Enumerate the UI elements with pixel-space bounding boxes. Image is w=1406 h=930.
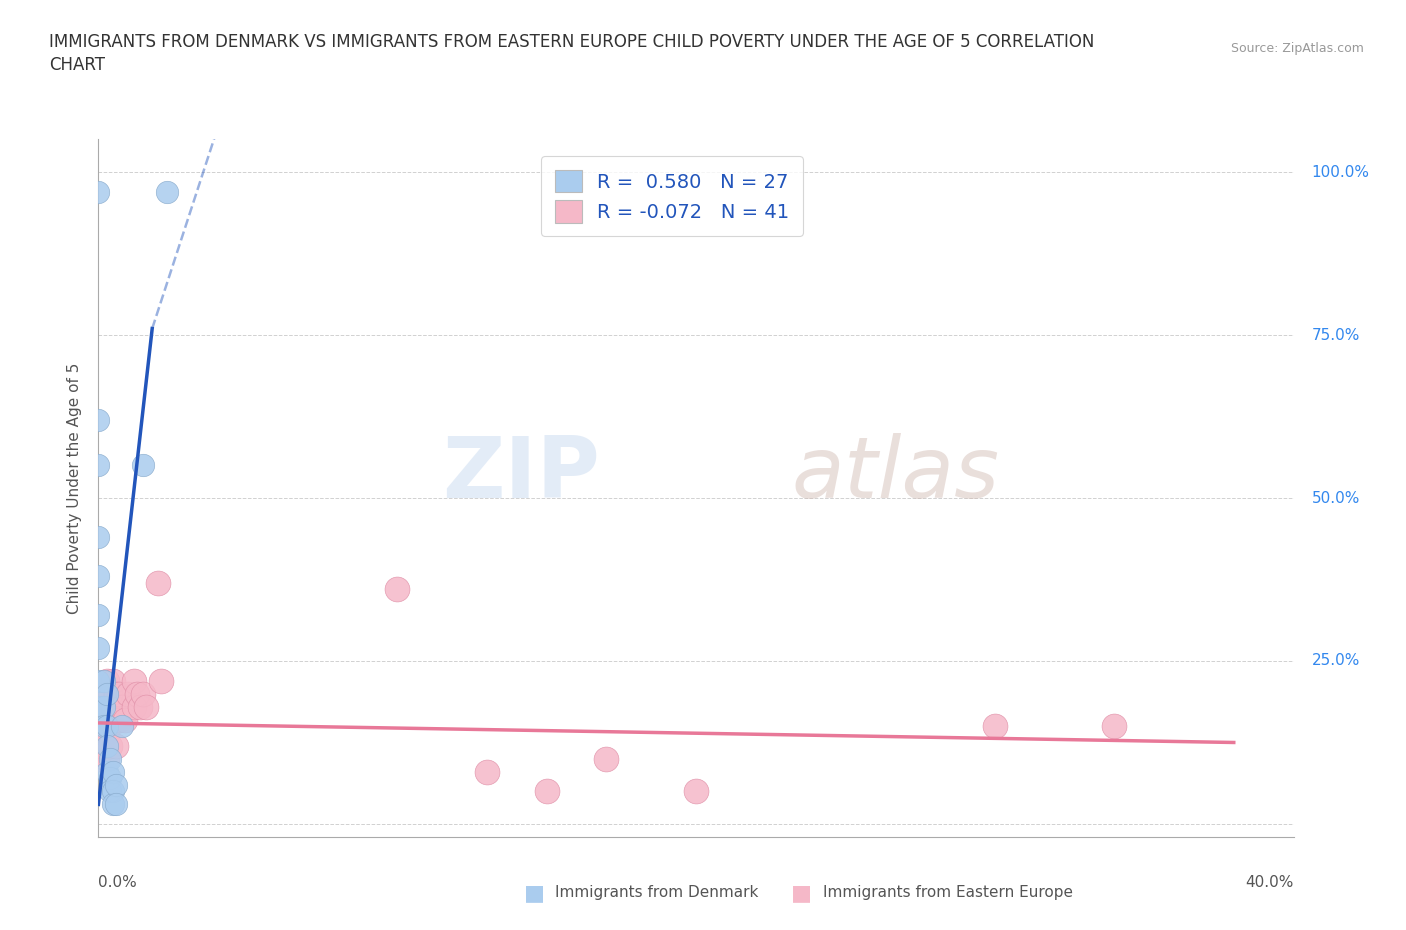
Point bbox=[111, 719, 134, 734]
Point bbox=[98, 686, 122, 701]
Text: Immigrants from Eastern Europe: Immigrants from Eastern Europe bbox=[823, 885, 1073, 900]
Point bbox=[87, 725, 110, 740]
Point bbox=[127, 686, 149, 701]
Point bbox=[96, 719, 118, 734]
Text: Immigrants from Denmark: Immigrants from Denmark bbox=[555, 885, 759, 900]
Point bbox=[87, 699, 110, 714]
Text: ZIP: ZIP bbox=[443, 432, 600, 516]
Point bbox=[114, 712, 136, 727]
Text: IMMIGRANTS FROM DENMARK VS IMMIGRANTS FROM EASTERN EUROPE CHILD POVERTY UNDER TH: IMMIGRANTS FROM DENMARK VS IMMIGRANTS FR… bbox=[49, 33, 1095, 50]
Point bbox=[87, 530, 110, 545]
Point bbox=[87, 738, 110, 753]
Point bbox=[103, 699, 125, 714]
Point bbox=[135, 699, 157, 714]
Point bbox=[96, 725, 118, 740]
Point bbox=[103, 784, 125, 799]
Point bbox=[87, 412, 110, 427]
Text: ■: ■ bbox=[792, 883, 811, 903]
Point bbox=[132, 458, 155, 472]
Point bbox=[87, 184, 110, 199]
Point bbox=[93, 673, 115, 688]
Point bbox=[108, 686, 131, 701]
Point bbox=[98, 712, 122, 727]
Point bbox=[87, 458, 110, 472]
Point bbox=[595, 751, 617, 766]
Point bbox=[132, 686, 155, 701]
Point bbox=[685, 784, 707, 799]
Point bbox=[98, 751, 122, 766]
Text: CHART: CHART bbox=[49, 56, 105, 73]
Point bbox=[90, 699, 112, 714]
Point bbox=[156, 184, 179, 199]
Point bbox=[111, 699, 134, 714]
Point bbox=[536, 784, 558, 799]
Point bbox=[87, 751, 110, 766]
Text: 75.0%: 75.0% bbox=[1312, 327, 1360, 342]
Point bbox=[93, 699, 115, 714]
Point bbox=[87, 608, 110, 623]
Point bbox=[105, 797, 128, 812]
Text: ■: ■ bbox=[524, 883, 544, 903]
Point bbox=[103, 764, 125, 779]
Text: 40.0%: 40.0% bbox=[1246, 875, 1294, 890]
Point bbox=[96, 686, 118, 701]
Text: atlas: atlas bbox=[792, 432, 1000, 516]
Point bbox=[129, 699, 152, 714]
Point bbox=[105, 712, 128, 727]
Text: 25.0%: 25.0% bbox=[1312, 654, 1360, 669]
Point bbox=[150, 673, 173, 688]
Point bbox=[96, 738, 118, 753]
Text: 100.0%: 100.0% bbox=[1312, 165, 1369, 179]
Point bbox=[93, 719, 115, 734]
Point bbox=[475, 764, 498, 779]
Point bbox=[96, 673, 118, 688]
Legend: R =  0.580   N = 27, R = -0.072   N = 41: R = 0.580 N = 27, R = -0.072 N = 41 bbox=[541, 156, 803, 236]
Point bbox=[148, 576, 170, 591]
Point bbox=[87, 641, 110, 656]
Point bbox=[93, 686, 115, 701]
Point bbox=[98, 738, 122, 753]
Text: 0.0%: 0.0% bbox=[98, 875, 138, 890]
Point bbox=[96, 699, 118, 714]
Point bbox=[385, 582, 409, 597]
Point bbox=[105, 738, 128, 753]
Point bbox=[124, 699, 146, 714]
Y-axis label: Child Poverty Under the Age of 5: Child Poverty Under the Age of 5 bbox=[67, 363, 83, 614]
Point bbox=[90, 719, 112, 734]
Point bbox=[983, 719, 1005, 734]
Point bbox=[96, 764, 118, 779]
Point bbox=[90, 738, 112, 753]
Point bbox=[124, 673, 146, 688]
Point bbox=[117, 686, 139, 701]
Text: 50.0%: 50.0% bbox=[1312, 490, 1360, 506]
Point bbox=[87, 673, 110, 688]
Point bbox=[87, 569, 110, 584]
Point bbox=[93, 719, 115, 734]
Point bbox=[103, 797, 125, 812]
Point bbox=[105, 686, 128, 701]
Point bbox=[96, 751, 118, 766]
Point bbox=[103, 673, 125, 688]
Point bbox=[105, 777, 128, 792]
Point bbox=[93, 706, 115, 721]
Point bbox=[108, 712, 131, 727]
Point bbox=[98, 784, 122, 799]
Point bbox=[1104, 719, 1126, 734]
Point bbox=[98, 771, 122, 786]
Text: Source: ZipAtlas.com: Source: ZipAtlas.com bbox=[1230, 42, 1364, 55]
